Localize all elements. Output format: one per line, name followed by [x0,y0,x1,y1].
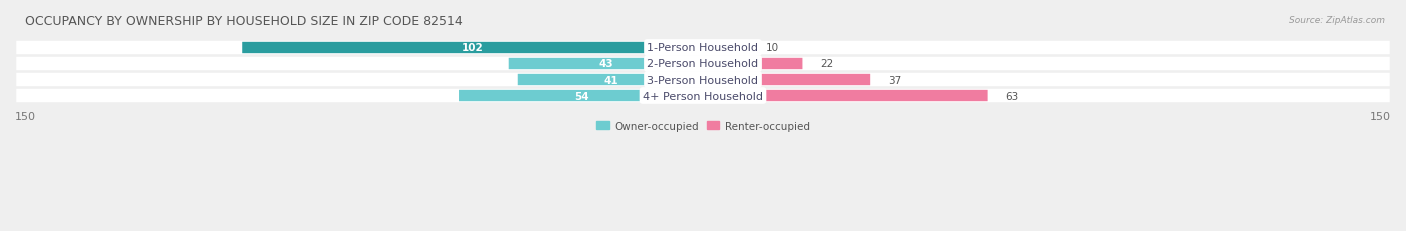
FancyBboxPatch shape [17,89,1389,103]
Text: Source: ZipAtlas.com: Source: ZipAtlas.com [1289,16,1385,25]
Legend: Owner-occupied, Renter-occupied: Owner-occupied, Renter-occupied [592,117,814,135]
Text: 10: 10 [766,43,779,53]
FancyBboxPatch shape [17,73,1389,87]
Text: 102: 102 [461,43,484,53]
Text: 54: 54 [574,91,588,101]
Text: 4+ Person Household: 4+ Person Household [643,91,763,101]
Text: 63: 63 [1005,91,1019,101]
Text: 1-Person Household: 1-Person Household [648,43,758,53]
FancyBboxPatch shape [458,91,703,102]
FancyBboxPatch shape [703,43,748,54]
Text: 22: 22 [821,59,834,69]
FancyBboxPatch shape [703,91,987,102]
Text: 3-Person Household: 3-Person Household [648,75,758,85]
FancyBboxPatch shape [517,75,703,86]
FancyBboxPatch shape [703,75,870,86]
Text: 2-Person Household: 2-Person Household [647,59,759,69]
Text: 37: 37 [889,75,901,85]
FancyBboxPatch shape [703,59,803,70]
Text: OCCUPANCY BY OWNERSHIP BY HOUSEHOLD SIZE IN ZIP CODE 82514: OCCUPANCY BY OWNERSHIP BY HOUSEHOLD SIZE… [25,15,463,28]
FancyBboxPatch shape [509,59,703,70]
FancyBboxPatch shape [17,58,1389,71]
Text: 41: 41 [603,75,617,85]
Text: 43: 43 [599,59,613,69]
FancyBboxPatch shape [242,43,703,54]
FancyBboxPatch shape [17,42,1389,55]
